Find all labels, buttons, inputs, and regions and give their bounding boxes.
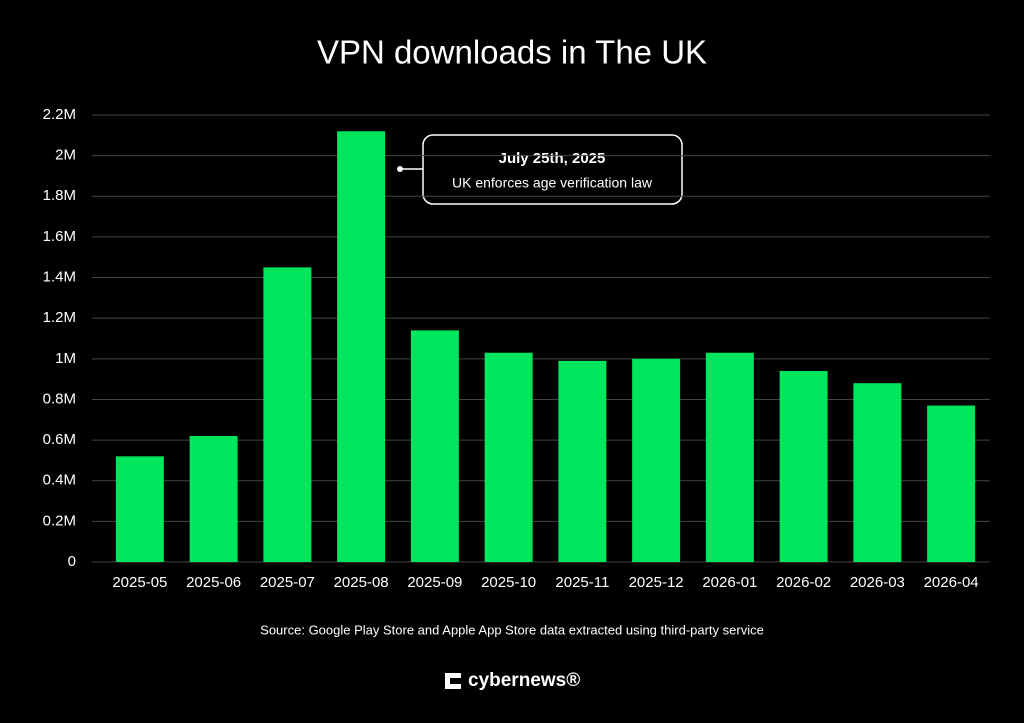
x-tick-label: 2025-09 — [407, 574, 462, 591]
annotation: July 25th, 2025 UK enforces age verifica… — [397, 134, 683, 205]
y-tick-label: 0.8M — [43, 390, 76, 407]
y-tick-label: 0.6M — [43, 431, 76, 448]
bar — [853, 383, 902, 562]
brand-logo: cybernews® — [445, 670, 580, 691]
x-tick-label: 2025-11 — [555, 574, 609, 591]
y-tick-label: 1.8M — [43, 187, 76, 204]
x-tick-label: 2025-05 — [112, 574, 167, 591]
bar — [189, 436, 238, 562]
x-tick-label: 2025-12 — [629, 574, 684, 591]
bar — [484, 352, 533, 562]
x-tick-label: 2025-08 — [334, 574, 389, 591]
bar — [632, 358, 681, 562]
y-tick-label: 2.2M — [43, 106, 76, 123]
logo-icon-cut — [450, 678, 461, 684]
y-tick-label: 1M — [55, 350, 76, 367]
bar — [927, 405, 976, 562]
x-tick-label: 2026-03 — [850, 574, 905, 591]
chart-title: VPN downloads in The UK — [317, 34, 707, 71]
x-tick-label: 2026-01 — [702, 574, 757, 591]
x-tick-label: 2025-06 — [186, 574, 241, 591]
y-tick-label: 0.4M — [43, 472, 76, 489]
annotation-text: UK enforces age verification law — [452, 175, 653, 191]
y-tick-label: 1.2M — [43, 309, 76, 326]
bar — [558, 360, 607, 562]
y-tick-label: 0.2M — [43, 512, 76, 529]
bar — [779, 371, 828, 562]
annotation-box — [422, 134, 683, 205]
bar — [115, 456, 164, 562]
annotation-title: July 25th, 2025 — [499, 150, 606, 167]
x-tick-label: 2025-07 — [260, 574, 315, 591]
y-tick-label: 0 — [68, 553, 76, 570]
annotation-dot — [397, 166, 403, 172]
bar — [337, 131, 386, 562]
y-tick-label: 1.4M — [43, 269, 76, 286]
x-tick-label: 2026-04 — [924, 574, 979, 591]
source-note: Source: Google Play Store and Apple App … — [260, 622, 764, 637]
bar — [263, 267, 312, 562]
bar — [410, 330, 459, 562]
bar — [705, 352, 754, 562]
brand-name: cybernews® — [468, 670, 580, 691]
x-tick-label: 2026-02 — [776, 574, 831, 591]
y-tick-label: 2M — [55, 147, 76, 164]
y-tick-label: 1.6M — [43, 228, 76, 245]
x-tick-label: 2025-10 — [481, 574, 536, 591]
